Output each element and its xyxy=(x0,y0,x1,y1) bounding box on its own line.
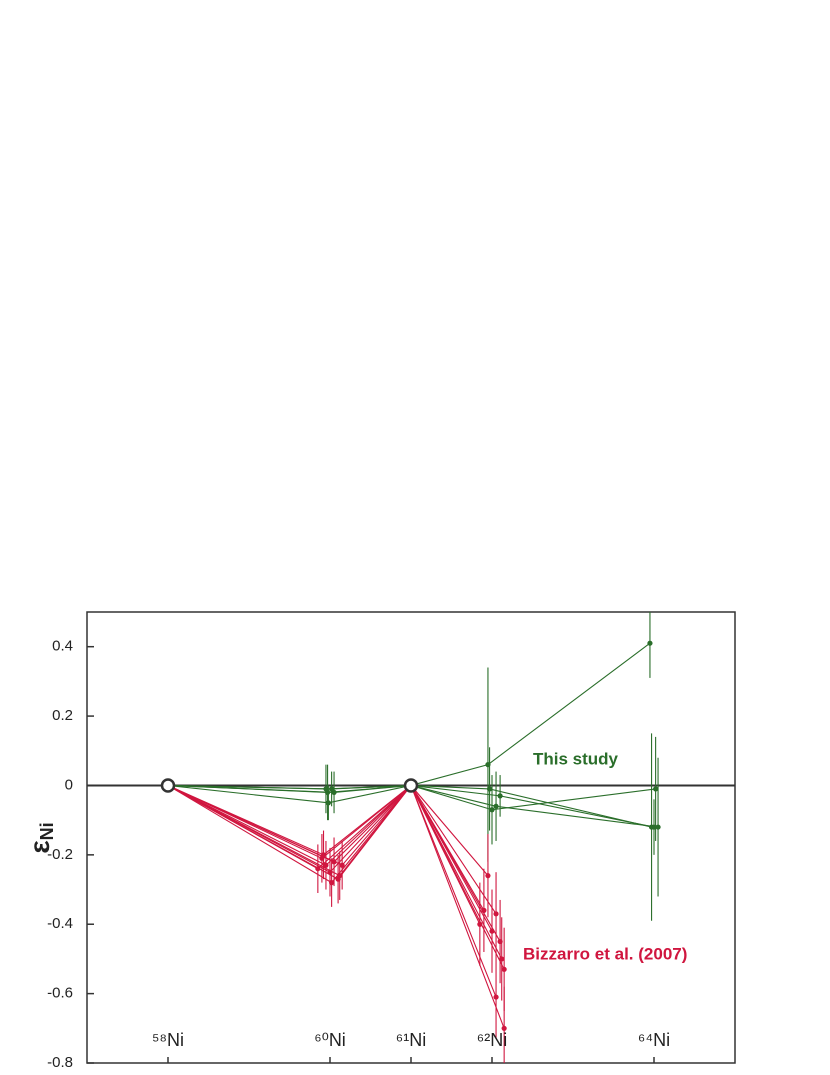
y-tick-label: 0 xyxy=(65,776,73,793)
x-tick-label: ⁶⁰Ni xyxy=(314,1030,346,1050)
series-line xyxy=(167,784,505,1029)
data-point xyxy=(325,800,331,806)
data-point xyxy=(323,862,329,868)
series-line xyxy=(167,784,493,932)
series-line xyxy=(167,784,481,925)
x-tick-label: ⁵⁸Ni xyxy=(152,1030,184,1050)
y-label-sub: Ni xyxy=(37,822,57,840)
data-point xyxy=(320,852,327,858)
x-tick-label: ⁶¹Ni xyxy=(396,1030,426,1050)
y-tick-label: 0.4 xyxy=(52,638,73,655)
reference-point xyxy=(403,778,419,793)
plot-area xyxy=(87,612,735,1063)
series-label: Bizzarro et al. (2007) xyxy=(523,944,687,963)
y-tick-label: -0.2 xyxy=(47,846,73,863)
x-tick-label: ⁶²Ni xyxy=(477,1030,507,1050)
data-point xyxy=(499,956,505,962)
reference-point xyxy=(160,778,176,793)
data-point xyxy=(486,786,493,792)
y-label-main: ε xyxy=(24,840,55,853)
data-point xyxy=(501,1025,507,1031)
data-point xyxy=(493,994,499,1000)
series-line xyxy=(167,784,489,877)
series-line xyxy=(167,784,485,911)
data-point xyxy=(653,786,659,792)
data-point xyxy=(501,966,507,972)
series-line xyxy=(167,784,505,970)
data-point xyxy=(647,640,653,646)
plot-frame xyxy=(86,611,736,1064)
y-tick-label: -0.8 xyxy=(47,1054,73,1071)
series-label: This study xyxy=(533,749,619,768)
y-tick-label: 0.2 xyxy=(52,707,73,724)
data-point xyxy=(493,803,499,809)
data-point xyxy=(497,793,503,799)
data-point xyxy=(329,786,335,792)
data-point xyxy=(329,880,335,886)
data-point xyxy=(339,862,345,868)
data-point xyxy=(493,911,499,917)
series-line xyxy=(167,784,497,998)
y-tick-label: -0.4 xyxy=(47,915,73,932)
y-tick-label: -0.6 xyxy=(47,985,73,1002)
x-tick-label: ⁶⁴Ni xyxy=(638,1030,670,1050)
data-point xyxy=(655,824,661,830)
data-point xyxy=(489,807,495,813)
data-point xyxy=(485,873,491,879)
series-line xyxy=(167,784,503,960)
y-axis-label: εNi xyxy=(24,822,56,853)
data-point xyxy=(315,866,321,872)
